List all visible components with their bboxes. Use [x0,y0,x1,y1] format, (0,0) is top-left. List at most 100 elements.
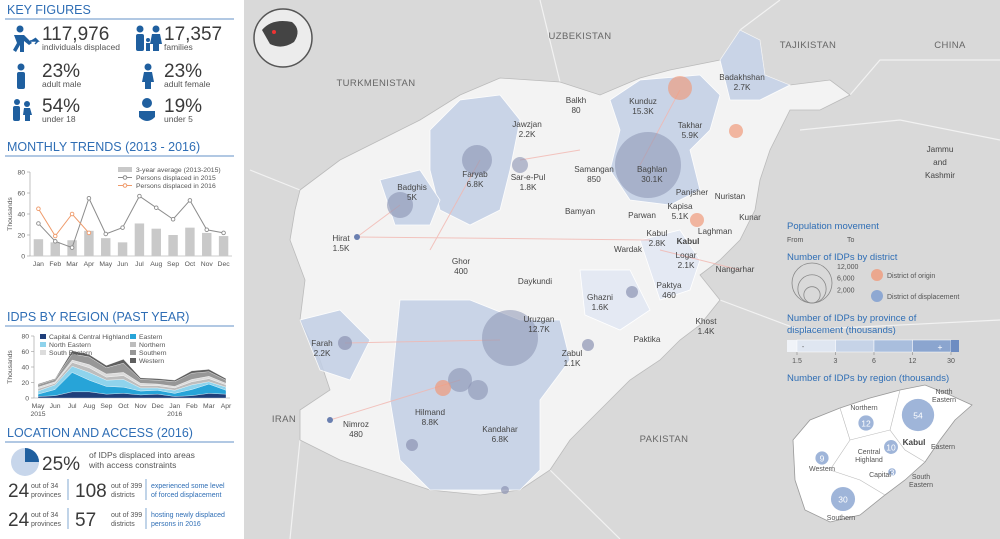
province-value: 15.3K [632,107,654,116]
province-value: 850 [587,175,601,184]
province-name: Kandahar [482,425,518,434]
y-tick-label: 40 [17,212,25,219]
x-tick-sublabel: 2015 [30,411,45,418]
province-name: Kabul [647,229,668,238]
province-name: Balkh [566,96,587,105]
y-tick-label: 80 [21,334,29,341]
key-figure-label: adult male [42,79,81,89]
x-tick-label: Jan [169,403,180,410]
legend-title: Number of IDPs by province of [787,313,917,324]
country-label: and [933,158,947,167]
province-name: Badakhshan [719,73,765,82]
key-figure-value: 23% [42,61,80,82]
scale-bin [873,339,913,353]
province-value: 460 [662,291,676,300]
provinces-count: 24 [8,510,30,531]
section-title: LOCATION AND ACCESS (2016) [7,426,193,440]
province-name: Daykundi [518,277,552,286]
province-name: Wardak [614,245,643,254]
point [137,193,142,199]
legend-label: Northern [139,342,166,349]
province-name: Kunar [739,213,761,222]
y-tick-label: 20 [21,380,29,387]
province-name: Kunduz [629,97,657,106]
section-title: KEY FIGURES [7,3,91,17]
province-name: Logar [676,251,697,260]
pie-slice [25,448,39,462]
point [36,221,41,226]
region-name: South [912,474,930,481]
share-value: 25% [42,454,80,475]
legend-title: Number of IDPs by region (thousands) [787,373,949,384]
districts-of: out of 399 [111,512,142,519]
line [37,208,90,237]
access-text: persons in 2016 [151,521,201,528]
legend-label: Capital & Central Highland [49,334,129,341]
province-name: Parwan [628,211,656,220]
y-tick-label: 0 [25,396,29,403]
provinces-of: out of 34 [31,512,58,519]
scale-tick-label: 6 [872,358,876,365]
province-name: Badghis [397,183,427,192]
region-value: 9 [820,454,825,464]
x-tick-label: May [32,403,45,410]
scale-low: - [802,344,805,351]
province-name: Kapisa [667,202,692,211]
point [53,233,58,239]
section-title: MONTHLY TRENDS (2013 - 2016) [7,140,200,154]
size-legend-circle [803,286,821,304]
province-name: Samangan [574,165,614,174]
legend-title: Number of IDPs by district [787,252,898,263]
legend-label: 3-year average (2013-2015) [136,167,221,174]
province-value: 30.1K [641,175,663,184]
x-tick-sublabel: 2016 [167,411,182,418]
legend-label: Persons displaced in 2016 [136,183,216,190]
scale-bin [912,339,952,353]
y-tick-label: 80 [17,170,25,177]
scale-end [951,340,959,352]
movement-lines [329,89,741,421]
province-value: 80 [571,106,581,115]
legend-title: Population movement [787,221,879,232]
country-label: CHINA [934,40,966,51]
region-name: Southern [827,515,856,522]
x-tick-label: Dec [152,403,165,410]
region-value: 30 [838,495,848,505]
key-figure-value: 54% [42,96,80,117]
province-value: 2.2K [314,349,331,358]
province-name: Baghlan [637,165,667,174]
province-value: 5K [407,193,418,202]
point [153,205,159,210]
region-value: 54 [913,411,923,421]
inset-label: Capital [869,472,891,479]
x-tick-label: Mar [66,261,78,268]
legend-swatch [40,350,46,355]
region-name: North [935,389,952,396]
inset-label: Highland [855,457,883,464]
province-name: Zabul [562,349,583,358]
legend-swatch [122,175,128,180]
y-axis-label: Thousands [7,350,14,384]
province-value: 1.4K [698,327,715,336]
bar [202,232,212,256]
key-figure-label: adult female [164,79,211,89]
province-name: Farah [311,339,333,348]
legend-label: Persons displaced in 2015 [136,175,216,182]
key-figure-label: individuals displaced [42,42,120,52]
province-value: 5.9K [682,131,699,140]
legend-label: Western [139,358,164,365]
point [86,195,92,201]
globe [253,8,313,68]
point [120,225,125,230]
province-value: 2.1K [678,261,695,270]
legend-title: displacement (thousands) [787,325,896,336]
province-name: Panjsher [676,188,709,197]
x-tick-label: Aug [150,261,162,268]
point [103,231,108,237]
key-figure-label: families [164,42,193,52]
region-bubble [815,451,829,465]
region-name: Eastern [931,444,955,451]
area [37,350,227,386]
key-figure-value: 117,976 [42,24,109,45]
